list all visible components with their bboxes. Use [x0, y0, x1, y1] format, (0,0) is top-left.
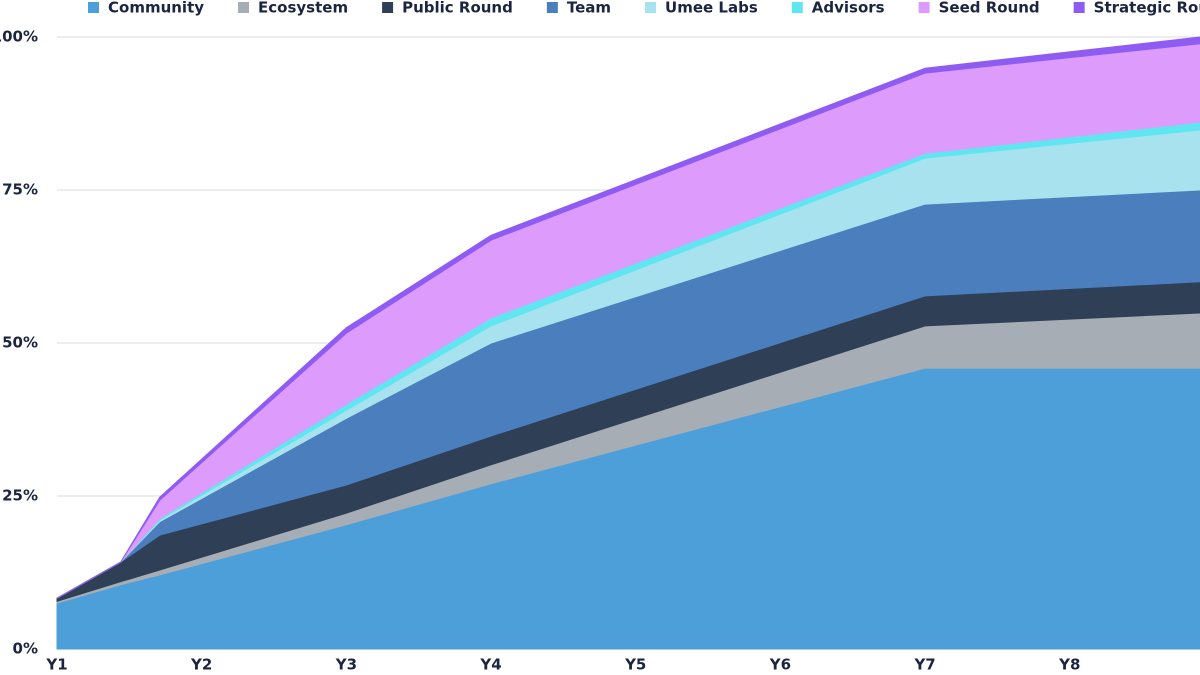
x-tick-label: Y1 [45, 656, 67, 674]
legend-label: Community [108, 0, 204, 17]
y-tick-label: 50% [2, 334, 38, 352]
legend-swatch [382, 2, 394, 13]
y-tick-label: 0% [13, 640, 38, 658]
legend-swatch [791, 2, 803, 13]
legend-swatch [88, 2, 99, 13]
legend-swatch [1073, 2, 1085, 13]
legend-item: Ecosystem [238, 0, 348, 17]
legend-item: Community [88, 0, 204, 17]
legend-item: Advisors [791, 0, 885, 17]
legend-label: Umee Labs [665, 0, 758, 17]
x-tick-label: Y7 [913, 656, 935, 674]
x-tick-label: Y8 [1058, 656, 1080, 674]
legend-label: Seed Round [939, 0, 1040, 17]
y-tick-label: 25% [2, 487, 38, 505]
x-tick-label: Y5 [624, 656, 646, 674]
legend-swatch [238, 2, 250, 13]
legend-swatch [546, 2, 558, 13]
legend-item: Strategic Round [1073, 0, 1200, 17]
legend-item: Umee Labs [645, 0, 758, 17]
legend-item: Team [546, 0, 611, 17]
legend-item: Seed Round [918, 0, 1040, 17]
x-tick-label: Y3 [335, 656, 357, 674]
x-tick-label: Y6 [769, 656, 791, 674]
area [56, 36, 1200, 599]
y-tick-label: 100% [0, 28, 38, 46]
x-tick-label: Y4 [479, 656, 501, 674]
y-tick-label: 75% [2, 181, 38, 199]
x-tick-label: Y2 [190, 656, 212, 674]
legend-swatch [645, 2, 657, 13]
legend-label: Strategic Round [1094, 0, 1200, 17]
legend-label: Advisors [812, 0, 885, 17]
legend-swatch [918, 2, 930, 13]
legend-label: Public Round [402, 0, 513, 17]
legend-label: Team [567, 0, 611, 17]
legend-item: Public Round [382, 0, 513, 17]
legend-label: Ecosystem [258, 0, 348, 17]
